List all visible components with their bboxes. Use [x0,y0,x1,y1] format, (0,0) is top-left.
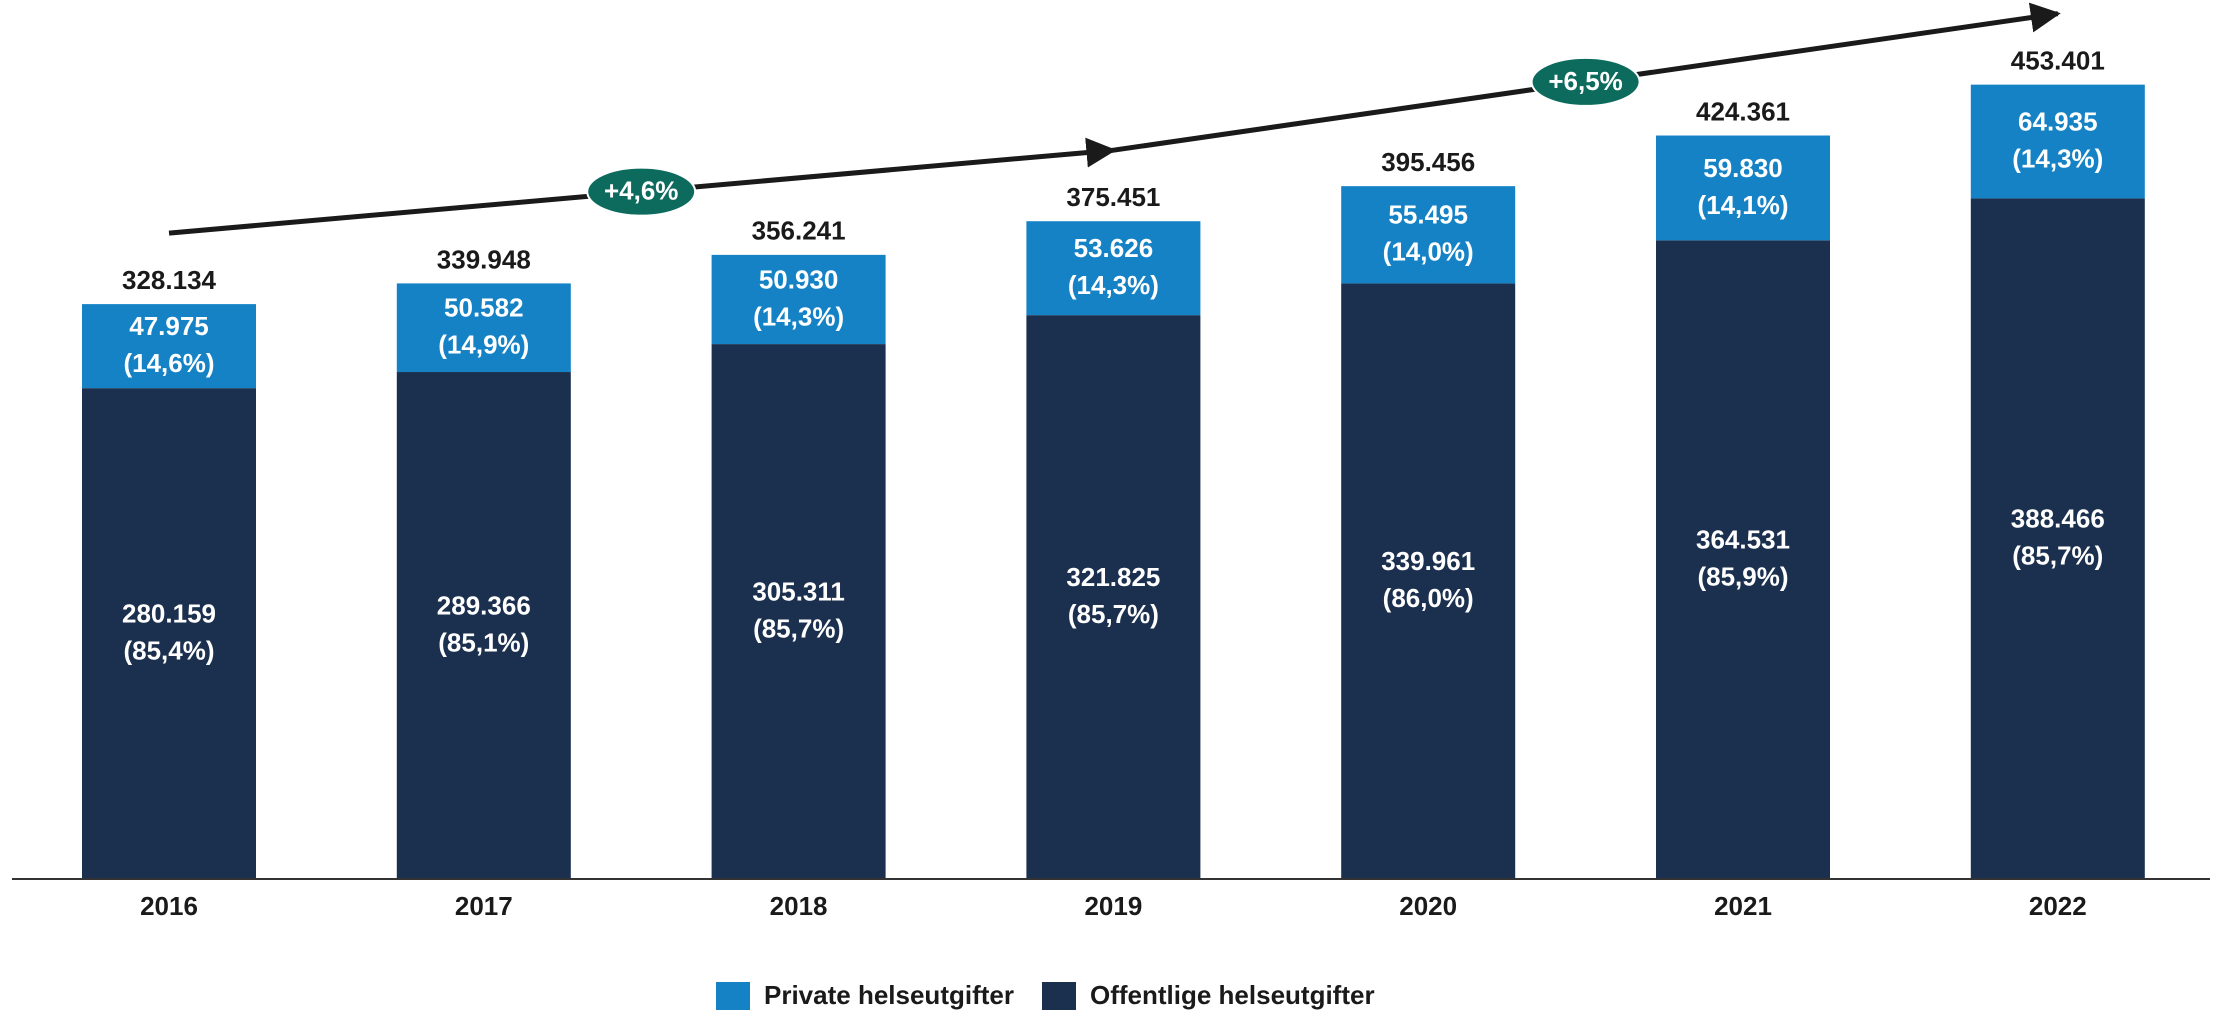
value-label: 53.626 [1074,233,1154,263]
share-label: (85,7%) [753,613,844,643]
bar-segment [1341,283,1516,880]
total-label: 453.401 [2011,46,2105,76]
share-label: (14,1%) [1697,190,1788,220]
x-tick-label: 2019 [1084,891,1142,921]
x-tick-label: 2017 [455,891,513,921]
value-label: 388.466 [2011,504,2105,534]
share-label: (14,3%) [2012,143,2103,173]
total-label: 328.134 [122,265,217,295]
value-label: 280.159 [122,598,216,628]
legend-swatch [716,982,750,1010]
x-tick-label: 2022 [2029,891,2087,921]
share-label: (14,0%) [1383,237,1474,267]
share-label: (14,9%) [438,330,529,360]
share-label: (86,0%) [1383,583,1474,613]
share-label: (85,7%) [2012,541,2103,571]
legend-label: Offentlige helseutgifter [1090,980,1375,1010]
value-label: 50.582 [444,293,524,323]
bar-segment [1970,84,2145,199]
value-label: 339.961 [1381,546,1475,576]
value-label: 59.830 [1703,153,1783,183]
bar-segment [711,254,886,345]
x-tick-label: 2016 [140,891,198,921]
legend-swatch [1042,982,1076,1010]
value-label: 321.825 [1066,562,1160,592]
value-label: 364.531 [1696,525,1790,555]
bar-segment [1026,315,1201,879]
share-label: (85,9%) [1697,562,1788,592]
bar-segment [396,372,571,879]
total-label: 375.451 [1066,182,1160,212]
x-tick-label: 2018 [770,891,828,921]
bar-segment [1656,240,1830,880]
bar-segment [1026,221,1201,316]
growth-label: +6,5% [1548,66,1622,96]
total-label: 395.456 [1381,147,1475,177]
total-label: 339.948 [437,244,531,274]
growth-label: +4,6% [604,176,678,206]
x-tick-label: 2021 [1714,891,1772,921]
total-label: 424.361 [1696,96,1790,126]
bar-segment [82,388,256,879]
value-label: 55.495 [1388,200,1468,230]
value-label: 305.311 [752,576,845,606]
value-label: 64.935 [2018,106,2098,136]
value-label: 50.930 [759,264,839,294]
share-label: (85,7%) [1068,599,1159,629]
bar-segment [82,304,256,389]
bar-segment [1341,186,1516,284]
share-label: (85,4%) [123,635,214,665]
growth-badge [586,166,697,217]
legend-label: Private helseutgifter [764,980,1014,1010]
bar-segment [711,344,886,880]
share-label: (14,3%) [753,301,844,331]
bar-segment [396,283,571,373]
bar-segment [1656,135,1830,241]
share-label: (14,6%) [123,348,214,378]
share-label: (14,3%) [1068,270,1159,300]
share-label: (85,1%) [438,627,529,657]
growth-badge [1530,56,1641,107]
value-label: 289.366 [437,590,531,620]
value-label: 47.975 [129,311,209,341]
x-tick-label: 2020 [1399,891,1457,921]
bar-segment [1970,198,2145,879]
total-label: 356.241 [752,216,846,246]
